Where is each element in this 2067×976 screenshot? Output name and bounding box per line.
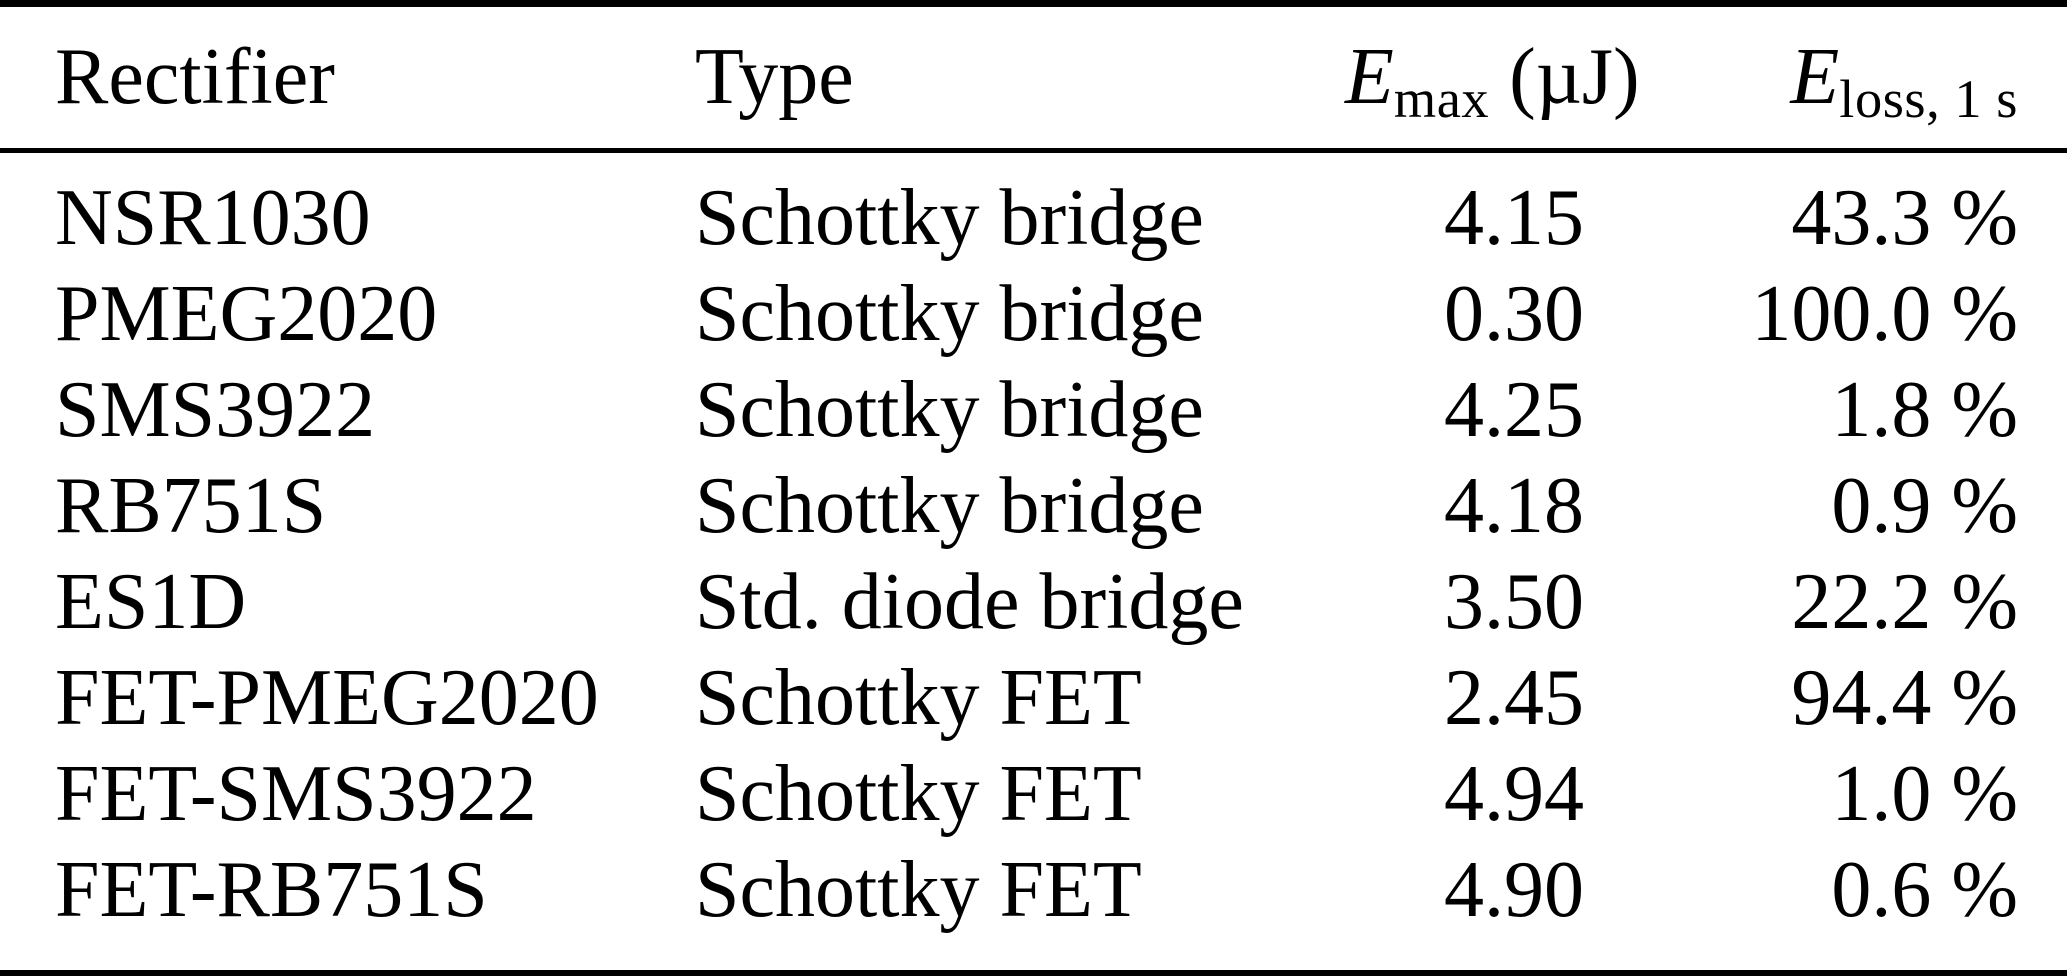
table-row: NSR1030 Schottky bridge 4.15 43.3 %: [0, 170, 2067, 266]
table-row: FET-SMS3922 Schottky FET 4.94 1.0 %: [0, 746, 2067, 842]
rectifier-cell: FET-SMS3922: [55, 750, 537, 838]
emax-symbol: E: [1345, 33, 1394, 121]
table-row: RB751S Schottky bridge 4.18 0.9 %: [0, 458, 2067, 554]
eloss-cell: 94.4 %: [1791, 654, 2018, 742]
eloss-cell: 100.0 %: [1751, 270, 2018, 358]
type-cell: Schottky FET: [695, 654, 1142, 742]
table-row: ES1D Std. diode bridge 3.50 22.2 %: [0, 554, 2067, 650]
type-cell: Schottky bridge: [695, 174, 1204, 262]
eloss-cell: 22.2 %: [1791, 558, 2018, 646]
eloss-symbol: E: [1790, 33, 1840, 121]
rectifier-cell: ES1D: [55, 558, 247, 646]
table-row: PMEG2020 Schottky bridge 0.30 100.0 %: [0, 266, 2067, 362]
eloss-cell: 1.0 %: [1831, 750, 2018, 838]
type-cell: Schottky FET: [695, 846, 1142, 934]
rectifier-cell: FET-PMEG2020: [55, 654, 599, 742]
table-bottom-rule: [0, 970, 2067, 976]
header-eloss: Eloss, 1 s: [1584, 32, 2067, 126]
type-cell: Schottky bridge: [695, 462, 1204, 550]
emax-cell: 4.18: [1444, 462, 1584, 550]
table-header-rule: [0, 148, 2067, 153]
header-rectifier: Rectifier: [55, 33, 335, 121]
type-cell: Std. diode bridge: [695, 558, 1244, 646]
emax-cell: 4.90: [1444, 846, 1584, 934]
emax-cell: 3.50: [1444, 558, 1584, 646]
emax-cell: 4.94: [1444, 750, 1584, 838]
emax-cell: 4.25: [1444, 366, 1584, 454]
eloss-subscript: loss, 1 s: [1839, 68, 2018, 129]
eloss-cell: 43.3 %: [1791, 174, 2018, 262]
emax-subscript: max: [1393, 68, 1490, 129]
type-cell: Schottky bridge: [695, 366, 1204, 454]
emax-unit: (µJ): [1509, 33, 1640, 121]
rectifier-cell: PMEG2020: [55, 270, 438, 358]
rectifier-cell: NSR1030: [55, 174, 371, 262]
table-header-row: Rectifier Type Emax (µJ) Eloss, 1 s: [0, 7, 2067, 148]
rectifier-cell: SMS3922: [55, 366, 376, 454]
table-body: NSR1030 Schottky bridge 4.15 43.3 % PMEG…: [0, 153, 2067, 970]
type-cell: Schottky FET: [695, 750, 1142, 838]
emax-cell: 2.45: [1444, 654, 1584, 742]
type-cell: Schottky bridge: [695, 270, 1204, 358]
rectifier-cell: FET-RB751S: [55, 846, 488, 934]
eloss-cell: 0.6 %: [1831, 846, 2018, 934]
emax-cell: 4.15: [1444, 174, 1584, 262]
table-row: FET-PMEG2020 Schottky FET 2.45 94.4 %: [0, 650, 2067, 746]
bottom-spacer: [0, 938, 2067, 970]
eloss-cell: 0.9 %: [1831, 462, 2018, 550]
header-emax: Emax (µJ): [1345, 32, 1640, 126]
rectifier-cell: RB751S: [55, 462, 327, 550]
table-row: SMS3922 Schottky bridge 4.25 1.8 %: [0, 362, 2067, 458]
emax-cell: 0.30: [1444, 270, 1584, 358]
header-type: Type: [695, 33, 854, 121]
table-row: FET-RB751S Schottky FET 4.90 0.6 %: [0, 842, 2067, 938]
table-top-rule: [0, 0, 2067, 7]
eloss-cell: 1.8 %: [1831, 366, 2018, 454]
